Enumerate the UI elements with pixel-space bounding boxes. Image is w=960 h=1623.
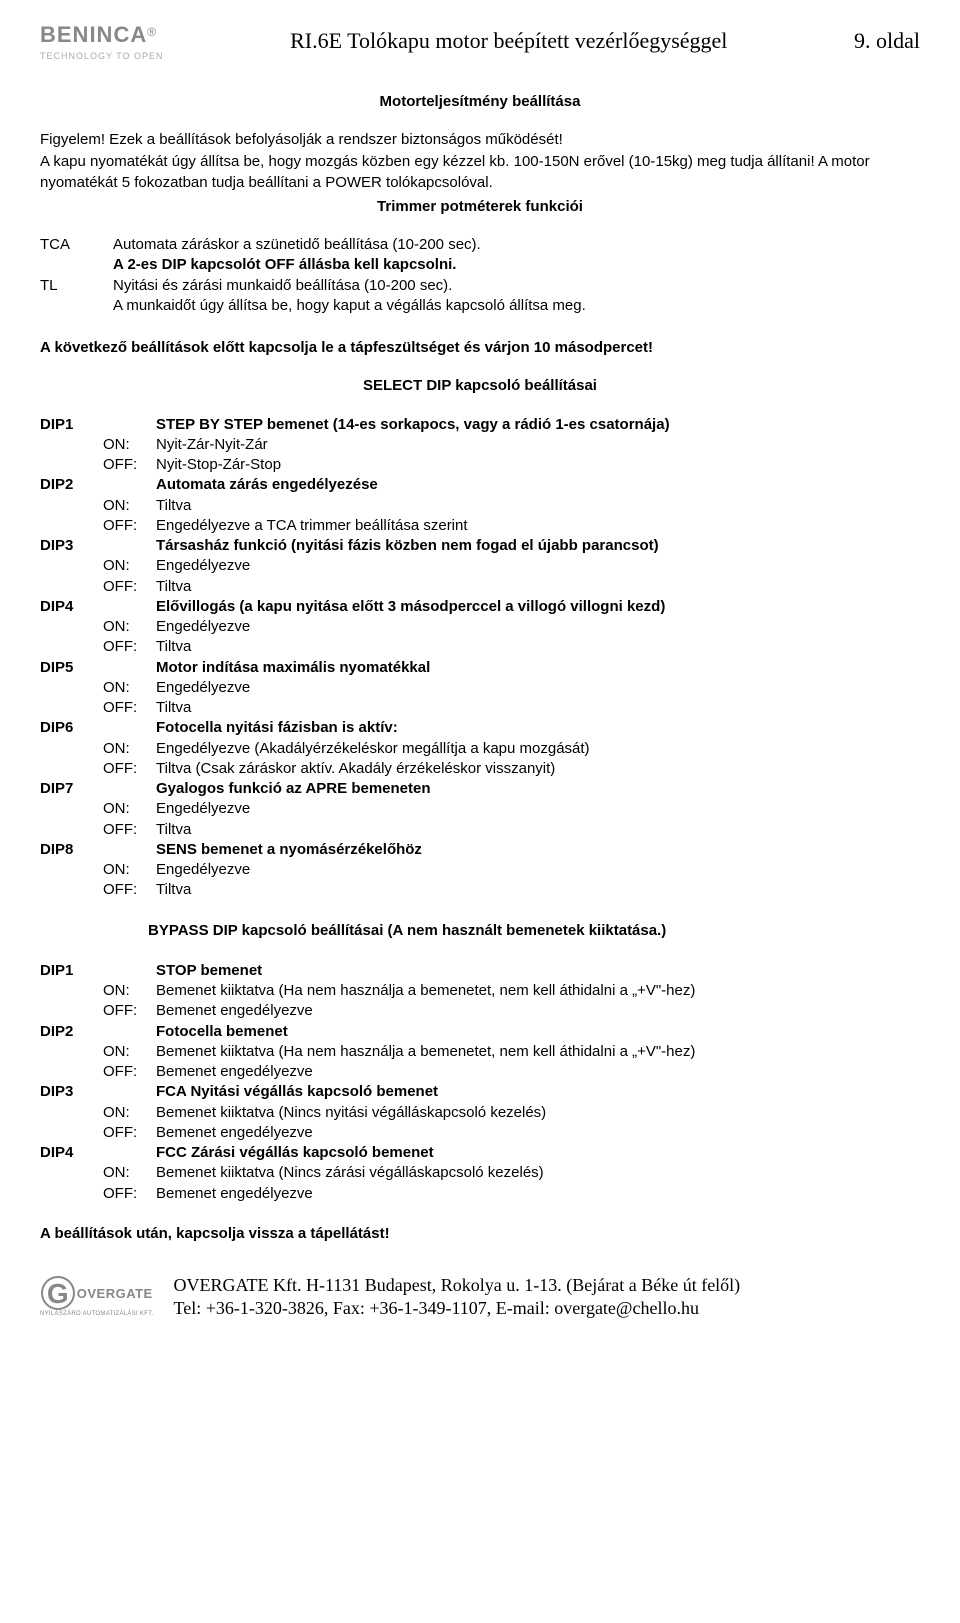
dip-on: ON:Bemenet kiiktatva (Nincs zárási végál…: [40, 1163, 920, 1183]
document-title: RI.6E Tolókapu motor beépített vezérlőeg…: [184, 26, 834, 56]
dip-on: ON:Nyit-Zár-Nyit-Zár: [40, 435, 920, 455]
brand-tagline: TECHNOLOGY TO OPEN: [40, 50, 164, 62]
footer-logo-subtext: NYÍLÁSZÁRÓ AUTOMATIZÁLÁSI KFT.: [40, 1310, 153, 1318]
dip-on: ON:Engedélyezve: [40, 678, 920, 698]
warning-line: A következő beállítások előtt kapcsolja …: [40, 338, 920, 358]
dip-off: OFF:Nyit-Stop-Zár-Stop: [40, 455, 920, 475]
dip-on: ON:Bemenet kiiktatva (Ha nem használja a…: [40, 1042, 920, 1062]
bypass-dip-title: BYPASS DIP kapcsoló beállításai (A nem h…: [148, 921, 920, 941]
dip-off: OFF:Tiltva: [40, 698, 920, 718]
dip-on: ON:Bemenet kiiktatva (Nincs nyitási végá…: [40, 1103, 920, 1123]
dip-row: DIP3 FCA Nyitási végállás kapcsoló bemen…: [40, 1082, 920, 1102]
param-code-tl: TL: [40, 276, 95, 317]
param-table: TCA Automata záráskor a szünetidő beállí…: [40, 235, 920, 316]
dip-row: DIP4 Elővillogás (a kapu nyitása előtt 3…: [40, 597, 920, 617]
dip-on: ON:Tiltva: [40, 496, 920, 516]
footer-line-1: OVERGATE Kft. H-1131 Budapest, Rokolya u…: [173, 1274, 740, 1297]
dip-on: ON:Engedélyezve: [40, 799, 920, 819]
brand-logo: BENINCA® TECHNOLOGY TO OPEN: [40, 20, 164, 62]
page-header: BENINCA® TECHNOLOGY TO OPEN RI.6E Tolóka…: [40, 20, 920, 62]
dip-off: OFF:Tiltva (Csak záráskor aktív. Akadály…: [40, 759, 920, 779]
dip-row: DIP6 Fotocella nyitási fázisban is aktív…: [40, 718, 920, 738]
trimmer-title: Trimmer potméterek funkciói: [40, 197, 920, 217]
dip-row: DIP3 Társasház funkció (nyitási fázis kö…: [40, 536, 920, 556]
page-number: 9. oldal: [854, 26, 920, 56]
footer-text: OVERGATE Kft. H-1131 Budapest, Rokolya u…: [173, 1274, 740, 1321]
dip-off: OFF:Tiltva: [40, 820, 920, 840]
brand-name: BENINCA: [40, 22, 147, 47]
intro-line-2: A kapu nyomatékát úgy állítsa be, hogy m…: [40, 152, 920, 193]
dip-off: OFF:Tiltva: [40, 637, 920, 657]
param-desc-tca: Automata záráskor a szünetidő beállítása…: [113, 235, 920, 276]
dip-on: ON:Bemenet kiiktatva (Ha nem használja a…: [40, 981, 920, 1001]
intro-line-1: Figyelem! Ezek a beállítások befolyásolj…: [40, 130, 920, 150]
page-footer: G OVERGATE NYÍLÁSZÁRÓ AUTOMATIZÁLÁSI KFT…: [40, 1274, 920, 1321]
dip-row: DIP2 Fotocella bemenet: [40, 1022, 920, 1042]
select-dip-block: DIP1 STEP BY STEP bemenet (14-es sorkapo…: [40, 415, 920, 901]
dip-on: ON:Engedélyezve (Akadályérzékeléskor meg…: [40, 739, 920, 759]
dip-row: DIP1 STOP bemenet: [40, 961, 920, 981]
intro-block: Figyelem! Ezek a beállítások befolyásolj…: [40, 130, 920, 193]
dip-off: OFF:Tiltva: [40, 880, 920, 900]
final-warning: A beállítások után, kapcsolja vissza a t…: [40, 1224, 920, 1244]
param-code-tca: TCA: [40, 235, 95, 276]
dip-off: OFF:Engedélyezve a TCA trimmer beállítás…: [40, 516, 920, 536]
dip-off: OFF:Bemenet engedélyezve: [40, 1184, 920, 1204]
section-title: Motorteljesítmény beállítása: [40, 92, 920, 112]
dip-row: DIP4 FCC Zárási végállás kapcsoló bemene…: [40, 1143, 920, 1163]
dip-row: DIP5 Motor indítása maximális nyomatékka…: [40, 658, 920, 678]
dip-on: ON:Engedélyezve: [40, 556, 920, 576]
footer-logo-text: OVERGATE: [77, 1285, 153, 1303]
dip-row: DIP1 STEP BY STEP bemenet (14-es sorkapo…: [40, 415, 920, 435]
dip-off: OFF:Bemenet engedélyezve: [40, 1001, 920, 1021]
dip-row: DIP2 Automata zárás engedélyezése: [40, 475, 920, 495]
dip-row: DIP8 SENS bemenet a nyomásérzékelőhöz: [40, 840, 920, 860]
dip-off: OFF:Bemenet engedélyezve: [40, 1123, 920, 1143]
param-desc-tl: Nyitási és zárási munkaidő beállítása (1…: [113, 276, 920, 317]
dip-on: ON:Engedélyezve: [40, 860, 920, 880]
footer-line-2: Tel: +36-1-320-3826, Fax: +36-1-349-1107…: [173, 1297, 740, 1320]
select-dip-title: SELECT DIP kapcsoló beállításai: [40, 376, 920, 396]
brand-reg: ®: [147, 25, 156, 39]
dip-row: DIP7 Gyalogos funkció az APRE bemeneten: [40, 779, 920, 799]
footer-logo-icon: G: [41, 1276, 75, 1310]
dip-on: ON:Engedélyezve: [40, 617, 920, 637]
footer-logo: G OVERGATE NYÍLÁSZÁRÓ AUTOMATIZÁLÁSI KFT…: [40, 1276, 153, 1318]
dip-off: OFF:Bemenet engedélyezve: [40, 1062, 920, 1082]
bypass-dip-block: DIP1 STOP bemenet ON:Bemenet kiiktatva (…: [40, 961, 920, 1204]
dip-off: OFF:Tiltva: [40, 577, 920, 597]
